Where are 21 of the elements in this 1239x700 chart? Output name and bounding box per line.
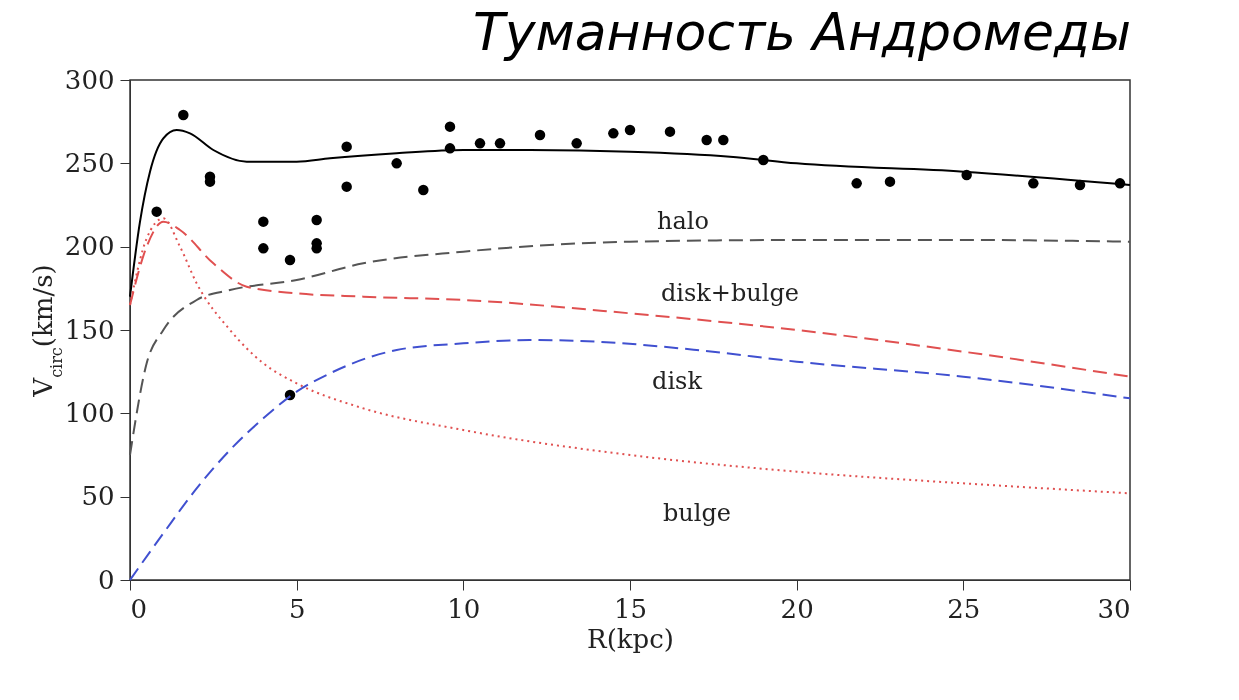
y-tick-label: 0 xyxy=(97,564,115,595)
y-tick-label: 300 xyxy=(64,64,115,95)
x-tick-label: 0 xyxy=(130,593,148,624)
y-tick-label: 100 xyxy=(64,397,115,428)
annotation: disk xyxy=(652,366,703,395)
y-tick-label: 200 xyxy=(64,231,115,262)
y-tick-label: 250 xyxy=(64,147,115,178)
annotation: halo xyxy=(657,206,709,235)
y-tick-label: 50 xyxy=(81,481,115,512)
chart-title: Туманность Андромеды xyxy=(472,2,1131,62)
line-series xyxy=(129,239,1131,456)
annotation: bulge xyxy=(662,498,732,527)
x-axis-title: R(kpc) xyxy=(587,623,674,654)
x-tick-label: 25 xyxy=(947,593,981,624)
annotation: disk+bulge xyxy=(660,278,800,307)
y-tick-label: 150 xyxy=(64,314,115,345)
x-tick-label: 30 xyxy=(1097,593,1131,624)
x-tick-label: 20 xyxy=(780,593,814,624)
x-tick-label: 5 xyxy=(288,593,306,624)
x-tick-label: 15 xyxy=(613,593,648,624)
x-tick-label: 10 xyxy=(447,593,481,624)
